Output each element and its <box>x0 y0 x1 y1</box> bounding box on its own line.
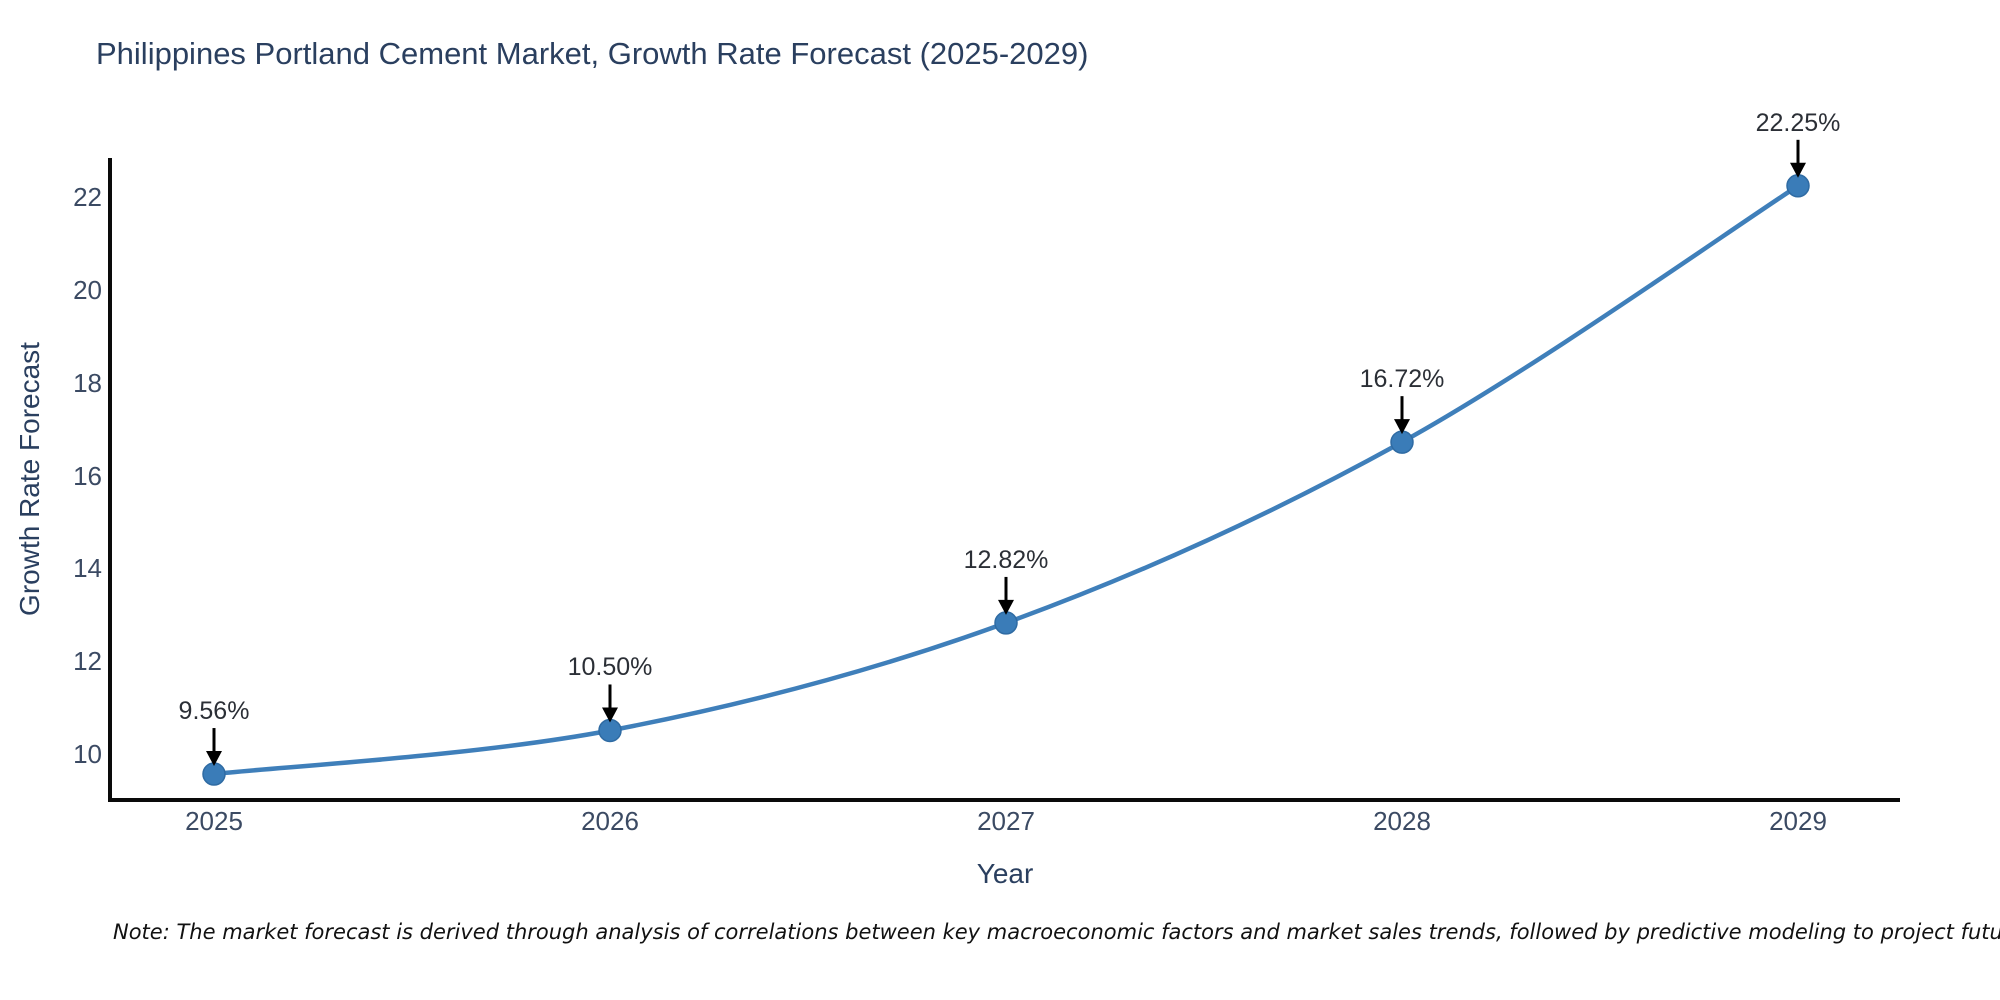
annotation-label: 12.82% <box>963 545 1049 574</box>
data-point-marker <box>1786 174 1810 198</box>
annotation-arrowhead <box>206 751 222 767</box>
x-tick-label: 2027 <box>977 806 1035 836</box>
x-axis-title: Year <box>976 858 1034 889</box>
forecast-curve <box>211 183 1801 777</box>
data-point-marker <box>202 762 226 786</box>
annotation-arrowhead <box>998 599 1014 615</box>
data-point-marker <box>598 718 622 743</box>
x-tick-label: 2029 <box>1769 806 1827 836</box>
x-tick-label: 2026 <box>581 806 639 836</box>
y-tick-label: 12 <box>73 645 102 676</box>
annotation-arrowhead <box>1394 419 1410 435</box>
footnote: Note: The market forecast is derived thr… <box>113 920 2000 944</box>
y-tick-label: 18 <box>73 367 102 398</box>
chart-title: Philippines Portland Cement Market, Grow… <box>96 36 1089 71</box>
annotation-label: 10.50% <box>567 653 653 682</box>
data-point-marker <box>994 611 1018 635</box>
annotation-arrowhead <box>1790 162 1806 178</box>
annotation-label: 22.25% <box>1755 108 1841 137</box>
y-tick-label: 14 <box>73 553 102 584</box>
y-tick-label: 20 <box>73 275 102 306</box>
annotation-arrowhead <box>602 707 618 723</box>
annotation-label: 9.56% <box>178 697 250 726</box>
y-tick-label: 16 <box>73 460 102 491</box>
x-tick-label: 2025 <box>185 806 243 836</box>
y-tick-label: 10 <box>73 738 102 769</box>
annotation-label: 16.72% <box>1359 365 1445 394</box>
x-tick-label: 2028 <box>1373 806 1431 836</box>
y-tick-label: 22 <box>73 182 102 213</box>
data-point-marker <box>1390 430 1414 454</box>
